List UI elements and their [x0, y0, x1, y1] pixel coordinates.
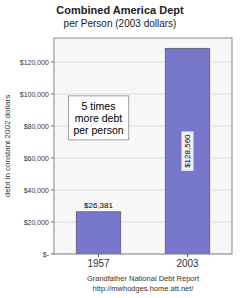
plot-frame [54, 38, 232, 254]
annotation-line: 5 times [82, 100, 116, 112]
bar [76, 212, 121, 254]
category-label: 2003 [176, 258, 199, 269]
data-label: $26,381 [84, 201, 113, 210]
tick-label: $80,000 [24, 123, 49, 130]
tick-mark [98, 254, 99, 257]
x-axis-label-line: Grandfather National Debt Report [87, 274, 200, 283]
tick-label: $120,000 [20, 59, 49, 66]
bars [76, 48, 210, 254]
tick-label: $60,000 [24, 155, 49, 162]
chart: Combined America Dept per Person (2003 do… [0, 0, 240, 298]
data-label: $128,560 [183, 134, 192, 168]
category-label: 1957 [87, 258, 110, 269]
plot-area [54, 38, 232, 254]
annotation-line: per person [73, 124, 123, 136]
tick-label: $20,000 [24, 219, 49, 226]
data-label-box [182, 131, 194, 170]
title: Combined America Dept [56, 4, 184, 16]
y-axis-label: debt in constant 2002 dollars [3, 95, 12, 197]
x-axis-label: Grandfather National Debt Reporthttp://m… [87, 274, 200, 293]
x-axis-label-line: http://mwhodges.home.att.net/ [93, 284, 195, 293]
annotation-line: more debt [75, 112, 122, 124]
annotation-box [68, 96, 128, 140]
annotation: 5 timesmore debtper person [73, 100, 123, 136]
bar [165, 48, 210, 254]
tick-label: $100,000 [20, 91, 49, 98]
subtitle: per Person (2003 dollars) [64, 18, 177, 29]
tick-label: $40,000 [24, 187, 49, 194]
tick-label: $- [43, 251, 50, 258]
tick-mark [187, 254, 188, 257]
